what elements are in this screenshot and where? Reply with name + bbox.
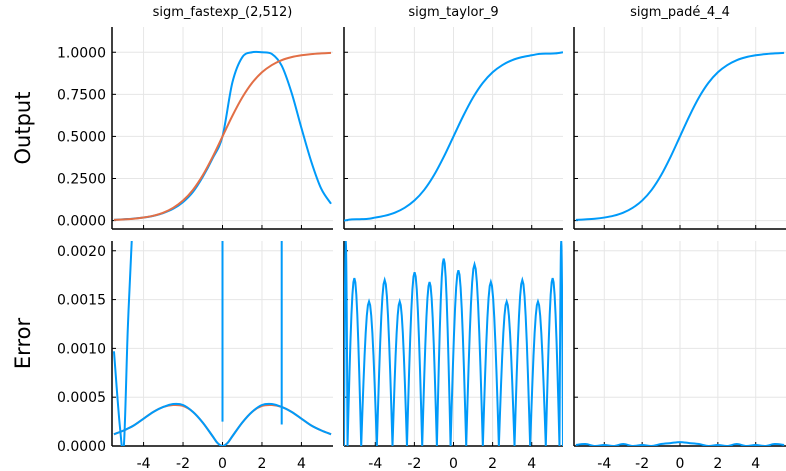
error-series-line (575, 441, 785, 446)
y-axis-label-error: Error (11, 318, 35, 370)
y-tick-label: 0.7500 (57, 87, 106, 103)
y-tick-label: 0.0000 (57, 214, 106, 230)
x-tick-label: -4 (597, 456, 611, 471)
x-tick-label: 0 (218, 456, 227, 471)
y-tick-label: 0.0015 (57, 293, 106, 309)
x-tick-label: 2 (713, 456, 722, 471)
x-tick-label: 0 (449, 456, 458, 471)
output-series-line (113, 51, 332, 221)
output-series-line (575, 51, 785, 221)
error-series-line (112, 240, 133, 446)
plot-area: 0.0000 0.2500 0.5000 0.7500 1.0000 0.0000 0.00… (57, 27, 786, 471)
panel-title-taylor: sigm_taylor_9 (408, 5, 498, 20)
y-tick-label: 1.0000 (57, 45, 106, 61)
panel-title-pade: sigm_padé_4_4 (630, 5, 730, 20)
x-tick-label: -4 (368, 456, 382, 471)
panel-title-fastexp: sigm_fastexp_(2,512) (153, 5, 293, 20)
x-tick-label: -2 (635, 456, 649, 471)
x-tick-label: 4 (297, 456, 306, 471)
output-series-line (344, 51, 563, 222)
x-tick-label: 2 (488, 456, 497, 471)
y-tick-label: 0.0010 (57, 341, 106, 357)
error-series-line (113, 402, 332, 446)
x-tick-label: 4 (527, 456, 536, 471)
y-tick-label: 0.0020 (57, 244, 106, 260)
x-tick-label: 4 (751, 456, 760, 471)
y-tick-label: 0.0005 (57, 390, 106, 406)
error-series-line (344, 240, 563, 446)
y-tick-label: 0.2500 (57, 172, 106, 188)
y-tick-label: 0.0000 (57, 439, 106, 455)
x-tick-label: -2 (176, 456, 190, 471)
x-tick-label: 2 (258, 456, 267, 471)
y-axis-label-output: Output (11, 92, 35, 165)
x-tick-label: -4 (137, 456, 151, 471)
x-tick-label: 0 (676, 456, 685, 471)
x-tick-label: -2 (407, 456, 421, 471)
y-tick-label: 0.5000 (57, 129, 106, 145)
